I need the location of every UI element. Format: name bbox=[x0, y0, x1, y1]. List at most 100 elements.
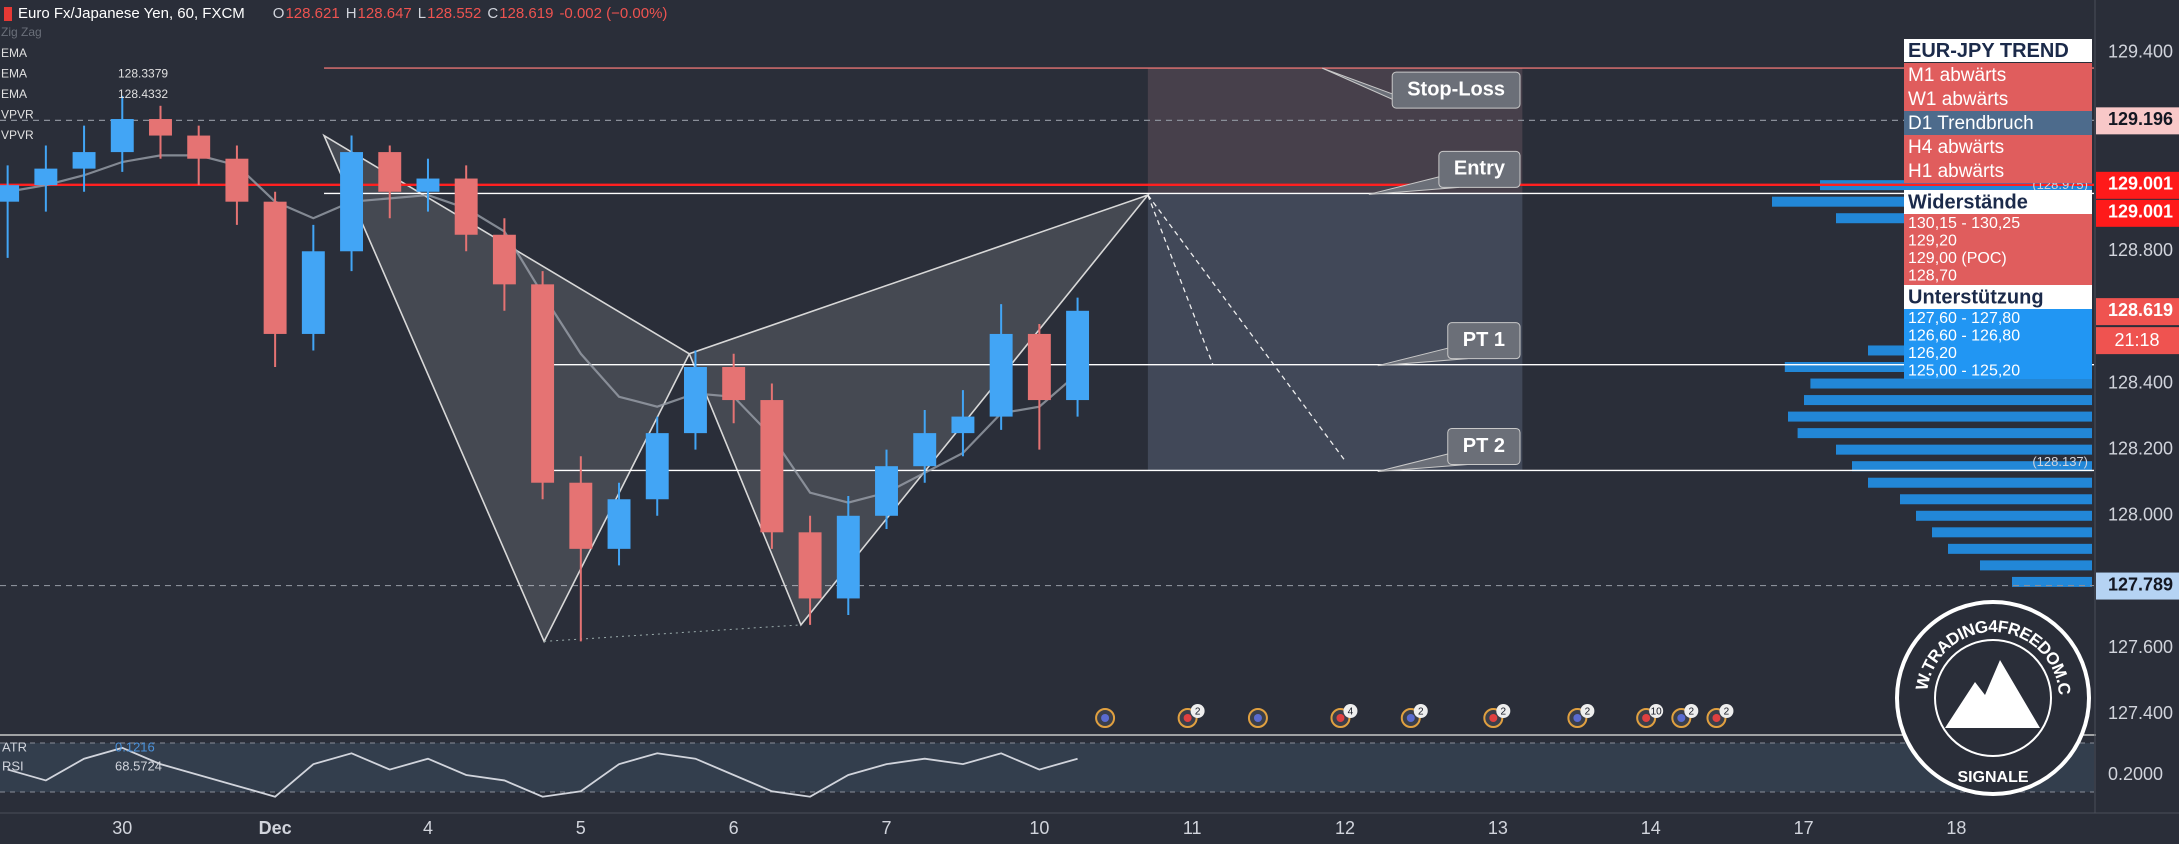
candle-body bbox=[149, 119, 172, 136]
table-level: 127,60 - 127,80 bbox=[1908, 310, 2020, 327]
logo-tagline: SIGNALE bbox=[1957, 769, 2028, 786]
event-count: 4 bbox=[1348, 707, 1354, 718]
pane-legend-name: ATR bbox=[2, 739, 27, 754]
event-dot bbox=[1489, 714, 1498, 722]
table-cell bbox=[1904, 159, 2092, 183]
event-count: 2 bbox=[1724, 707, 1730, 718]
profile-bar bbox=[1900, 494, 2092, 505]
callout-tail bbox=[1377, 346, 1468, 367]
price-tag bbox=[2096, 171, 2179, 199]
callout-box bbox=[1447, 322, 1521, 360]
candle-body bbox=[569, 482, 593, 549]
table-block bbox=[1904, 309, 2092, 379]
price-tag bbox=[2096, 107, 2179, 135]
countdown: 21:18 bbox=[2114, 330, 2159, 350]
callout-label: PT 1 bbox=[1463, 329, 1505, 351]
table-cell bbox=[1904, 87, 2092, 111]
event-count: 2 bbox=[1689, 707, 1695, 718]
price-tag-label: 129.196 bbox=[2108, 109, 2173, 129]
profile-bar bbox=[1852, 461, 2092, 472]
callout-tail bbox=[1377, 452, 1468, 472]
candle-body bbox=[531, 284, 555, 483]
callout-label: Stop-Loss bbox=[1407, 78, 1505, 100]
ohlc-label: C bbox=[487, 5, 498, 22]
x-tick-label: 14 bbox=[1641, 818, 1661, 838]
logo-mountains bbox=[1945, 660, 2040, 728]
candle-body bbox=[110, 119, 134, 153]
countdown-tag bbox=[2096, 327, 2179, 355]
event-dot bbox=[1253, 714, 1262, 722]
x-tick-label: 7 bbox=[882, 818, 892, 838]
logo-inner bbox=[1934, 639, 2052, 757]
x-tick-label: 10 bbox=[1029, 818, 1049, 838]
table-cell bbox=[1904, 39, 2092, 62]
callout-tail bbox=[1322, 67, 1413, 109]
indicator-name: VPVR bbox=[1, 108, 34, 122]
table-cell bbox=[1904, 135, 2092, 159]
pane-legend-value: 68.5724 bbox=[115, 758, 162, 773]
indicator-name: Zig Zag bbox=[1, 25, 42, 39]
candle-body bbox=[683, 367, 707, 434]
candle-body bbox=[760, 400, 784, 533]
x-tick-label: 18 bbox=[1946, 818, 1966, 838]
profile-bar bbox=[1810, 378, 2092, 389]
table-text: D1 Trendbruch bbox=[1908, 113, 2034, 134]
price-tag bbox=[2096, 199, 2179, 227]
table-cell bbox=[1904, 285, 2092, 309]
table-level: 129,00 (POC) bbox=[1908, 250, 2007, 267]
indicator-value: 128.3379 bbox=[118, 66, 168, 80]
profile-bar bbox=[1804, 395, 2092, 406]
target-arrow bbox=[1147, 194, 1214, 365]
price-tag-label: 127.789 bbox=[2108, 574, 2173, 594]
event-dot bbox=[1406, 714, 1415, 722]
callout-label: PT 2 bbox=[1463, 435, 1505, 457]
candle-body bbox=[645, 433, 669, 500]
x-tick-label: 13 bbox=[1488, 818, 1508, 838]
callout-box bbox=[1447, 427, 1521, 465]
candle-body bbox=[416, 178, 440, 192]
event-count: 2 bbox=[1418, 707, 1424, 718]
candle-body bbox=[187, 135, 211, 159]
table-block bbox=[1904, 214, 2092, 285]
y-tick-label: 128.400 bbox=[2108, 372, 2173, 392]
indicator-name: EMA bbox=[1, 46, 27, 60]
event-badge bbox=[1719, 704, 1734, 718]
event-dot bbox=[1101, 714, 1110, 722]
x-tick-label: 5 bbox=[576, 818, 586, 838]
candle-body bbox=[836, 515, 860, 599]
event-dot bbox=[1183, 714, 1192, 722]
table-level: 125,00 - 125,20 bbox=[1908, 363, 2020, 380]
table-level: 126,20 bbox=[1908, 345, 1957, 362]
callout-label: Entry bbox=[1454, 158, 1506, 180]
x-tick-label: 17 bbox=[1794, 818, 1814, 838]
event-dot bbox=[1712, 714, 1721, 722]
callout: PT 1 bbox=[1377, 322, 1521, 367]
candle-body bbox=[301, 251, 325, 334]
candle-body bbox=[1066, 310, 1090, 401]
event-dot bbox=[1677, 714, 1686, 722]
event-dot bbox=[1336, 714, 1345, 722]
table-text: EUR-JPY TREND bbox=[1908, 40, 2069, 62]
ohlc-value: 128.621 bbox=[285, 5, 339, 22]
pane-tick-label: 0.2000 bbox=[2108, 764, 2163, 784]
event-dot bbox=[1573, 714, 1582, 722]
profile-bar bbox=[1868, 477, 2092, 488]
table-text: H4 abwärts bbox=[1908, 137, 2004, 158]
event-badge bbox=[1343, 704, 1358, 718]
price-tag bbox=[2096, 298, 2179, 326]
event-dot bbox=[1642, 714, 1651, 722]
profile-bar bbox=[1788, 411, 2092, 422]
profile-bar bbox=[1797, 428, 2092, 439]
y-tick-label: 128.200 bbox=[2108, 438, 2173, 458]
event-count: 2 bbox=[1585, 707, 1591, 718]
y-tick-label: 128.000 bbox=[2108, 505, 2173, 525]
table-level: 129,20 bbox=[1908, 233, 1957, 250]
candle-body bbox=[492, 234, 516, 285]
candle-body bbox=[607, 499, 631, 549]
symbol-flag bbox=[4, 7, 12, 21]
ohlc-label: L bbox=[418, 5, 426, 22]
indicator-name: EMA bbox=[1, 66, 27, 80]
ohlc-label: H bbox=[346, 5, 357, 22]
table-level: 130,15 - 130,25 bbox=[1908, 215, 2020, 232]
